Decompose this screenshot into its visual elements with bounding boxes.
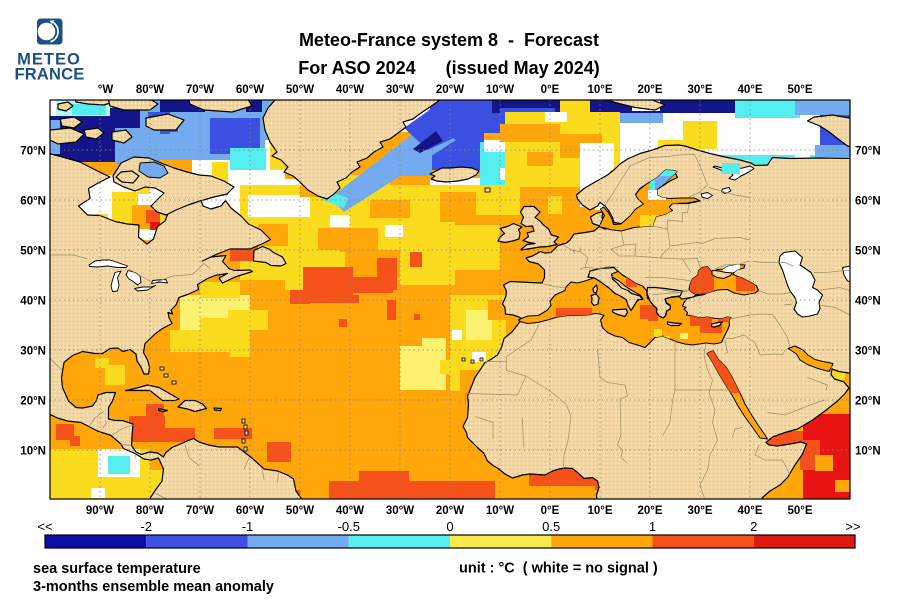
svg-text:1: 1 — [649, 519, 656, 534]
svg-text:30°W: 30°W — [386, 84, 414, 96]
svg-text:80°W: 80°W — [136, 84, 164, 96]
svg-text:FRANCE: FRANCE — [15, 66, 85, 84]
svg-text:20°W: 20°W — [436, 84, 464, 96]
svg-text:40°N: 40°N — [20, 296, 46, 308]
svg-text:10°W: 10°W — [486, 505, 514, 517]
svg-text:20°E: 20°E — [637, 84, 662, 96]
svg-text:<<: << — [37, 519, 52, 534]
svg-text:60°N: 60°N — [855, 196, 881, 208]
svg-text:30°W: 30°W — [386, 505, 414, 517]
svg-text:0.5: 0.5 — [542, 519, 560, 534]
svg-text:2: 2 — [750, 519, 757, 534]
svg-text:10°E: 10°E — [587, 84, 612, 96]
svg-text:50°E: 50°E — [787, 84, 812, 96]
svg-text:50°N: 50°N — [20, 246, 46, 258]
svg-text:30°N: 30°N — [20, 346, 46, 358]
svg-text:10°N: 10°N — [855, 446, 881, 458]
svg-text:10°W: 10°W — [486, 84, 514, 96]
svg-text:80°W: 80°W — [136, 505, 164, 517]
svg-text:3-months ensemble mean anomaly: 3-months ensemble mean anomaly — [33, 579, 274, 595]
svg-text:50°W: 50°W — [286, 84, 314, 96]
svg-text:40°E: 40°E — [737, 505, 762, 517]
svg-text:10°E: 10°E — [587, 505, 612, 517]
svg-text:°W: °W — [98, 84, 114, 96]
svg-text:70°N: 70°N — [20, 146, 46, 158]
svg-text:90°W: 90°W — [86, 505, 114, 517]
svg-text:For ASO 2024 (issued May: For ASO 2024 (issued May 2024) — [298, 58, 599, 78]
svg-text:50°N: 50°N — [855, 246, 881, 258]
svg-text:40°E: 40°E — [737, 84, 762, 96]
svg-text:40°N: 40°N — [855, 296, 881, 308]
svg-text:70°W: 70°W — [186, 84, 214, 96]
svg-text:0°E: 0°E — [541, 84, 560, 96]
svg-text:30°E: 30°E — [687, 505, 712, 517]
svg-text:60°W: 60°W — [236, 505, 264, 517]
svg-text:70°N: 70°N — [855, 146, 881, 158]
svg-text:20°N: 20°N — [855, 396, 881, 408]
svg-text:0: 0 — [446, 519, 453, 534]
svg-text:40°W: 40°W — [336, 84, 364, 96]
svg-text:-0.5: -0.5 — [338, 519, 360, 534]
svg-text:0°E: 0°E — [541, 505, 560, 517]
svg-text:METEO: METEO — [17, 51, 81, 69]
svg-text:60°N: 60°N — [20, 196, 46, 208]
svg-text:30°E: 30°E — [687, 84, 712, 96]
svg-text:70°W: 70°W — [186, 505, 214, 517]
svg-text:60°W: 60°W — [236, 84, 264, 96]
svg-text:50°W: 50°W — [286, 505, 314, 517]
svg-text:20°W: 20°W — [436, 505, 464, 517]
svg-text:20°E: 20°E — [637, 505, 662, 517]
svg-text:20°N: 20°N — [20, 396, 46, 408]
svg-text:50°E: 50°E — [787, 505, 812, 517]
svg-text:30°N: 30°N — [855, 346, 881, 358]
svg-text:>>: >> — [845, 519, 860, 534]
svg-text:-1: -1 — [242, 519, 254, 534]
svg-text:unit : °C ( white = no signal: unit : °C ( white = no signal ) — [459, 561, 658, 577]
svg-text:-2: -2 — [140, 519, 152, 534]
svg-text:10°N: 10°N — [20, 446, 46, 458]
svg-text:sea surface temperature: sea surface temperature — [33, 561, 201, 577]
svg-text:40°W: 40°W — [336, 505, 364, 517]
svg-text:Meteo-France system 8 - Fore: Meteo-France system 8 - Forecast — [299, 30, 599, 50]
